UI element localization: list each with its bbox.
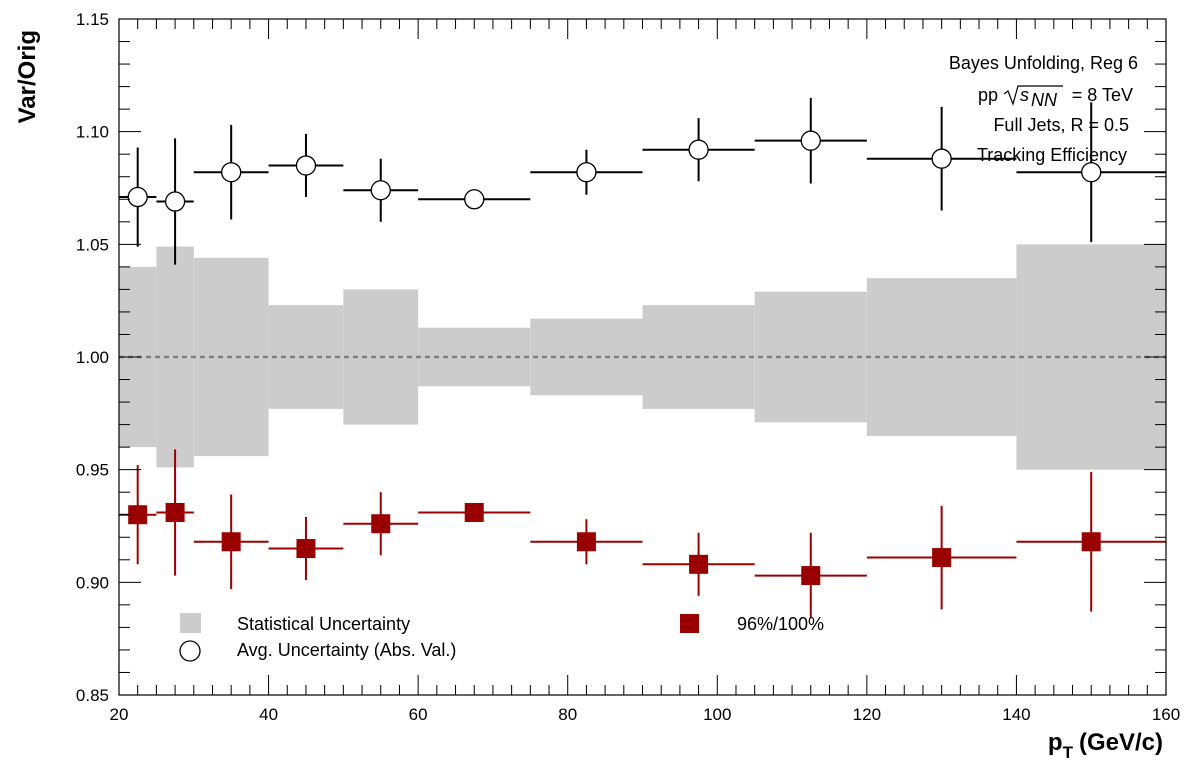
x-tick-label: 140	[1002, 705, 1030, 724]
y-tick-label: 1.10	[76, 123, 109, 142]
data-point-square	[165, 502, 185, 522]
annotations: Bayes Unfolding, Reg 6 pp s NN = 8 TeV F…	[949, 53, 1138, 165]
data-point-square	[128, 505, 148, 525]
band-bin	[268, 305, 344, 409]
y-tick-label: 1.05	[76, 235, 109, 254]
annotation-energy: pp s NN = 8 TeV	[978, 85, 1133, 110]
annotation-energy-prefix: pp	[978, 85, 998, 105]
legend-label-circle: Avg. Uncertainty (Abs. Val.)	[237, 640, 456, 660]
data-point-circle	[931, 148, 952, 169]
axis-ticks	[118, 18, 1167, 696]
x-tick-label: 160	[1152, 705, 1180, 724]
legend-label-square: 96%/100%	[737, 614, 824, 634]
data-point-square	[464, 502, 484, 522]
annotation-systematic: Tracking Efficiency	[977, 145, 1127, 165]
y-tick-label: 1.15	[76, 10, 109, 29]
data-point-square	[296, 539, 316, 559]
data-point-circle	[1081, 162, 1102, 183]
annotation-method: Bayes Unfolding, Reg 6	[949, 53, 1138, 73]
x-tick-label: 100	[703, 705, 731, 724]
x-axis-title-main: p	[1048, 729, 1063, 756]
y-tick-label: 0.85	[76, 686, 109, 705]
legend-marker-band	[180, 613, 201, 633]
annotation-energy-sqrt-arg: s	[1020, 85, 1029, 105]
y-tick-label: 0.95	[76, 461, 109, 480]
y-tick-label: 0.90	[76, 573, 109, 592]
x-tick-label: 40	[259, 705, 278, 724]
x-tick-label: 120	[853, 705, 881, 724]
legend: Statistical Uncertainty Avg. Uncertainty…	[179, 613, 824, 662]
data-point-circle	[370, 180, 391, 201]
data-point-circle	[800, 130, 821, 151]
data-point-square	[689, 554, 709, 574]
data-point-circle	[688, 139, 709, 160]
x-axis-title-unit: (GeV/c)	[1079, 729, 1163, 756]
legend-marker-circle	[179, 640, 201, 662]
legend-marker-square	[680, 614, 699, 633]
legend-label-band: Statistical Uncertainty	[237, 614, 410, 634]
data-point-circle	[464, 189, 485, 210]
data-point-square	[801, 566, 821, 586]
data-point-circle	[164, 191, 186, 212]
annotation-jets: Full Jets, R = 0.5	[993, 115, 1129, 135]
data-point-circle	[127, 186, 148, 208]
annotation-energy-value: = 8 TeV	[1072, 85, 1133, 105]
data-point-square	[221, 532, 241, 552]
data-point-square	[932, 548, 952, 568]
x-tick-label: 20	[110, 705, 129, 724]
data-point-square	[576, 532, 596, 552]
x-tick-label: 60	[409, 705, 428, 724]
data-point-square	[1081, 532, 1101, 552]
ratio-series	[119, 449, 1166, 619]
data-point-square	[371, 514, 391, 534]
data-point-circle	[295, 155, 317, 176]
sqrt-sign	[1003, 85, 1063, 106]
y-tick-label: 1.00	[76, 348, 109, 367]
x-tick-label: 80	[558, 705, 577, 724]
y-tick-labels: 0.85 0.90 0.95 1.00 1.05 1.10 1.15	[76, 10, 109, 705]
annotation-energy-sqrt-sub: NN	[1031, 90, 1058, 110]
data-point-circle	[576, 162, 597, 183]
avg-uncertainty-series	[119, 97, 1166, 265]
data-point-circle	[221, 162, 242, 183]
x-axis-title: pT (GeV/c)	[1048, 729, 1163, 762]
x-axis-title-subscript: T	[1063, 743, 1074, 762]
x-tick-labels: 20 40 60 80 100 120 140 160	[110, 705, 1181, 724]
y-axis-title: Var/Orig	[14, 30, 41, 123]
